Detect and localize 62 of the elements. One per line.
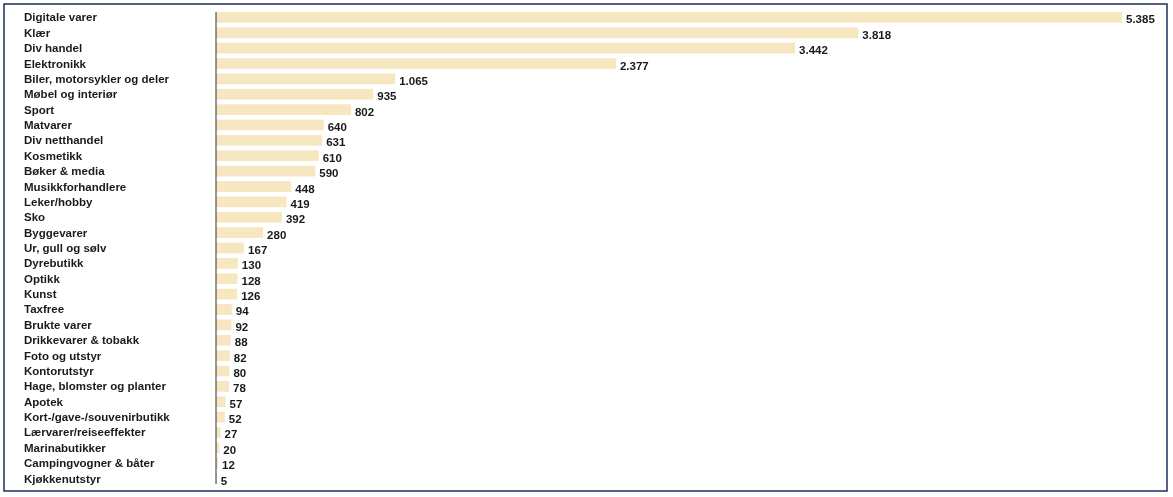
y-tick-label: Hage, blomster og planter [24,380,167,393]
y-tick-label: Kosmetikk [24,149,83,162]
y-tick-label: Kunst [24,288,57,301]
data-label: 448 [295,182,316,195]
y-tick-label: Kontorutstyr [24,365,95,377]
y-tick-label: Byggevarer [24,226,88,239]
y-tick-label: Div handel [24,42,83,55]
data-label: 392 [285,213,306,226]
y-tick-label: Brukte varer [24,318,93,331]
data-label: 88 [234,336,249,349]
y-tick-label: Musikkforhandlere [24,180,127,193]
y-tick-label: Lærvarer/reiseeffekter [24,426,146,439]
y-tick-label: Kort-/gave-/souvenirbutikk [24,411,171,424]
data-label: 20 [223,443,237,456]
y-tick-label: Elektronikk [24,57,87,70]
data-label: 80 [233,367,247,379]
data-label: 92 [235,320,249,333]
data-label: 631 [326,136,346,149]
y-tick-label: Leker/hobby [24,195,93,208]
data-label: 94 [235,305,250,318]
y-tick-label: Div netthandel [24,134,104,147]
y-tick-label: Matvarer [24,119,73,131]
data-label: 5 [220,474,228,487]
y-tick-label: Bøker & media [24,165,106,178]
y-tick-label: Optikk [24,272,61,285]
y-tick-label: Biler, motorsykler og deler [24,72,170,85]
data-label: 12 [222,459,235,472]
data-label: 590 [319,167,339,180]
data-label: 128 [241,274,262,287]
data-label: 802 [354,105,375,118]
data-label: 78 [233,382,247,395]
data-label: 57 [229,397,243,410]
data-label: 1.065 [399,74,429,87]
y-tick-label: Kjøkkenutstyr [24,472,102,485]
y-tick-label: Digitale varer [24,11,98,24]
y-tick-label: Klær [24,26,51,39]
data-label: 3.818 [862,28,892,41]
data-label: 3.442 [799,44,828,57]
data-label: 27 [224,428,238,441]
data-label: 419 [290,197,310,210]
y-tick-label: Foto og utstyr [24,349,102,362]
y-tick-label: Sko [24,211,46,224]
data-label: 610 [322,151,342,164]
data-label: 935 [377,90,398,103]
y-tick-label: Taxfree [24,303,65,316]
data-label: 52 [228,413,242,426]
data-label: 130 [241,259,262,272]
y-tick-label: Drikkevarer & tobakk [24,334,140,347]
y-tick-label: Møbel og interiør [24,88,118,101]
data-label: 5.385 [1126,13,1156,26]
data-label: 280 [267,228,287,241]
y-tick-label: Apotek [24,395,64,408]
y-tick-label: Marinabutikker [24,441,107,454]
data-label: 126 [241,290,261,303]
y-tick-label: Sport [24,103,55,116]
data-label: 2.377 [619,59,649,72]
data-label: 640 [327,121,347,133]
data-label: 82 [233,351,247,364]
y-tick-label: Campingvogner & båter [24,457,155,470]
data-label: 167 [248,244,268,256]
y-tick-label: Dyrebutikk [24,257,85,270]
y-tick-label: Ur, gull og sølv [24,242,108,254]
